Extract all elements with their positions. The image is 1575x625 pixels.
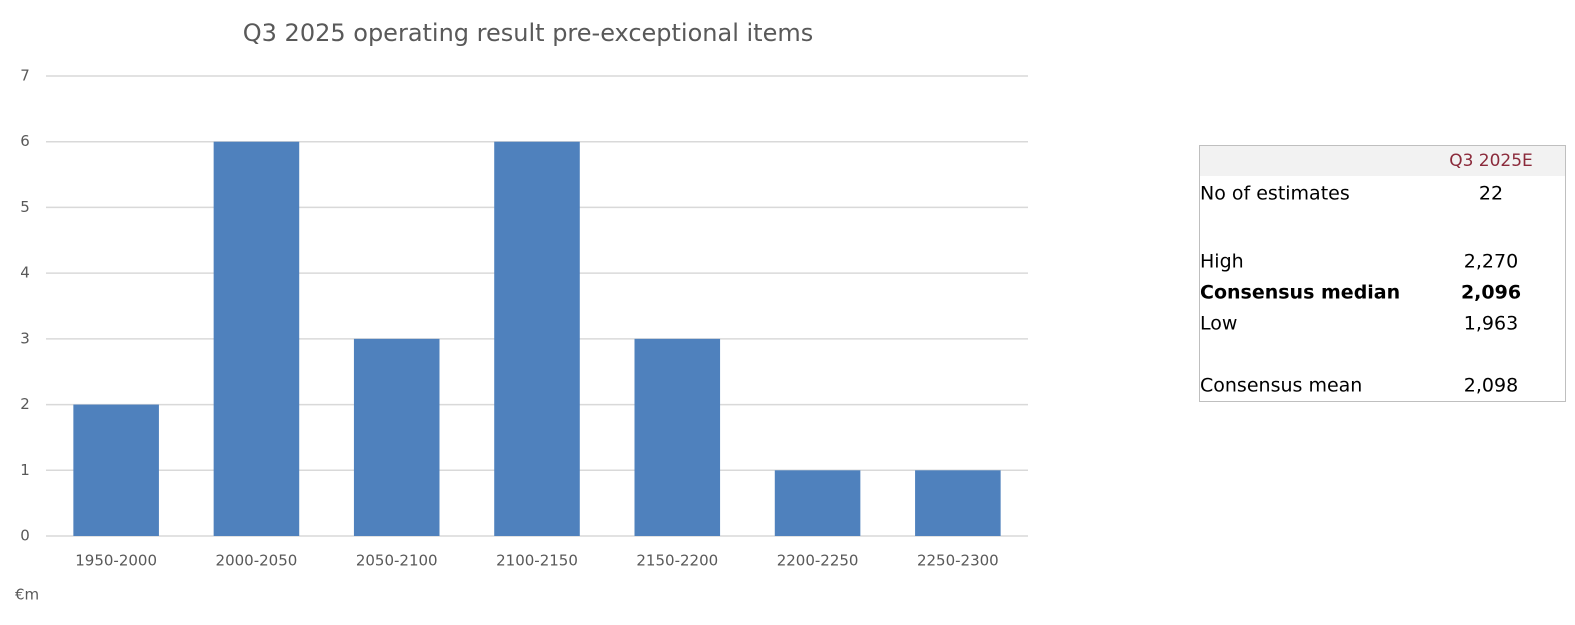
x-tick-label: 2000-2050 xyxy=(216,552,298,570)
y-tick-label: 0 xyxy=(20,527,30,545)
row-label: High xyxy=(1200,251,1244,273)
table-header-bg xyxy=(1200,146,1565,176)
table-border xyxy=(1199,145,1566,402)
row-value: 2,096 xyxy=(1461,282,1521,304)
y-tick-label: 2 xyxy=(20,395,30,413)
x-tick-label: 1950-2000 xyxy=(75,552,157,570)
row-label: Consensus median xyxy=(1200,282,1400,304)
chart-title: Q3 2025 operating result pre-exceptional… xyxy=(243,19,813,47)
y-tick-label: 7 xyxy=(20,67,30,85)
row-value: 2,270 xyxy=(1464,251,1518,273)
x-tick-label: 2250-2300 xyxy=(917,552,999,570)
row-value: 22 xyxy=(1479,183,1503,205)
x-tick-label: 2200-2250 xyxy=(777,552,859,570)
bar xyxy=(774,470,861,536)
y-tick-label: 3 xyxy=(20,329,30,347)
y-tick-label: 1 xyxy=(20,461,30,479)
row-label: No of estimates xyxy=(1200,183,1350,205)
row-value: 1,963 xyxy=(1464,313,1518,335)
row-value: 2,098 xyxy=(1464,375,1518,397)
bar xyxy=(213,141,300,536)
bar xyxy=(73,404,159,536)
x-tick-label: 2150-2200 xyxy=(636,552,718,570)
axis-unit: €m xyxy=(15,586,39,604)
bar xyxy=(494,141,580,536)
x-tick-label: 2100-2150 xyxy=(496,552,578,570)
y-tick-label: 6 xyxy=(20,132,30,150)
bar xyxy=(353,338,440,536)
y-tick-label: 4 xyxy=(20,264,30,282)
table-header: Q3 2025E xyxy=(1449,151,1533,171)
bar xyxy=(634,338,721,536)
row-label: Consensus mean xyxy=(1200,375,1362,397)
y-tick-label: 5 xyxy=(20,198,30,216)
x-tick-label: 2050-2100 xyxy=(356,552,438,570)
bar xyxy=(915,470,1001,536)
row-label: Low xyxy=(1200,313,1237,335)
